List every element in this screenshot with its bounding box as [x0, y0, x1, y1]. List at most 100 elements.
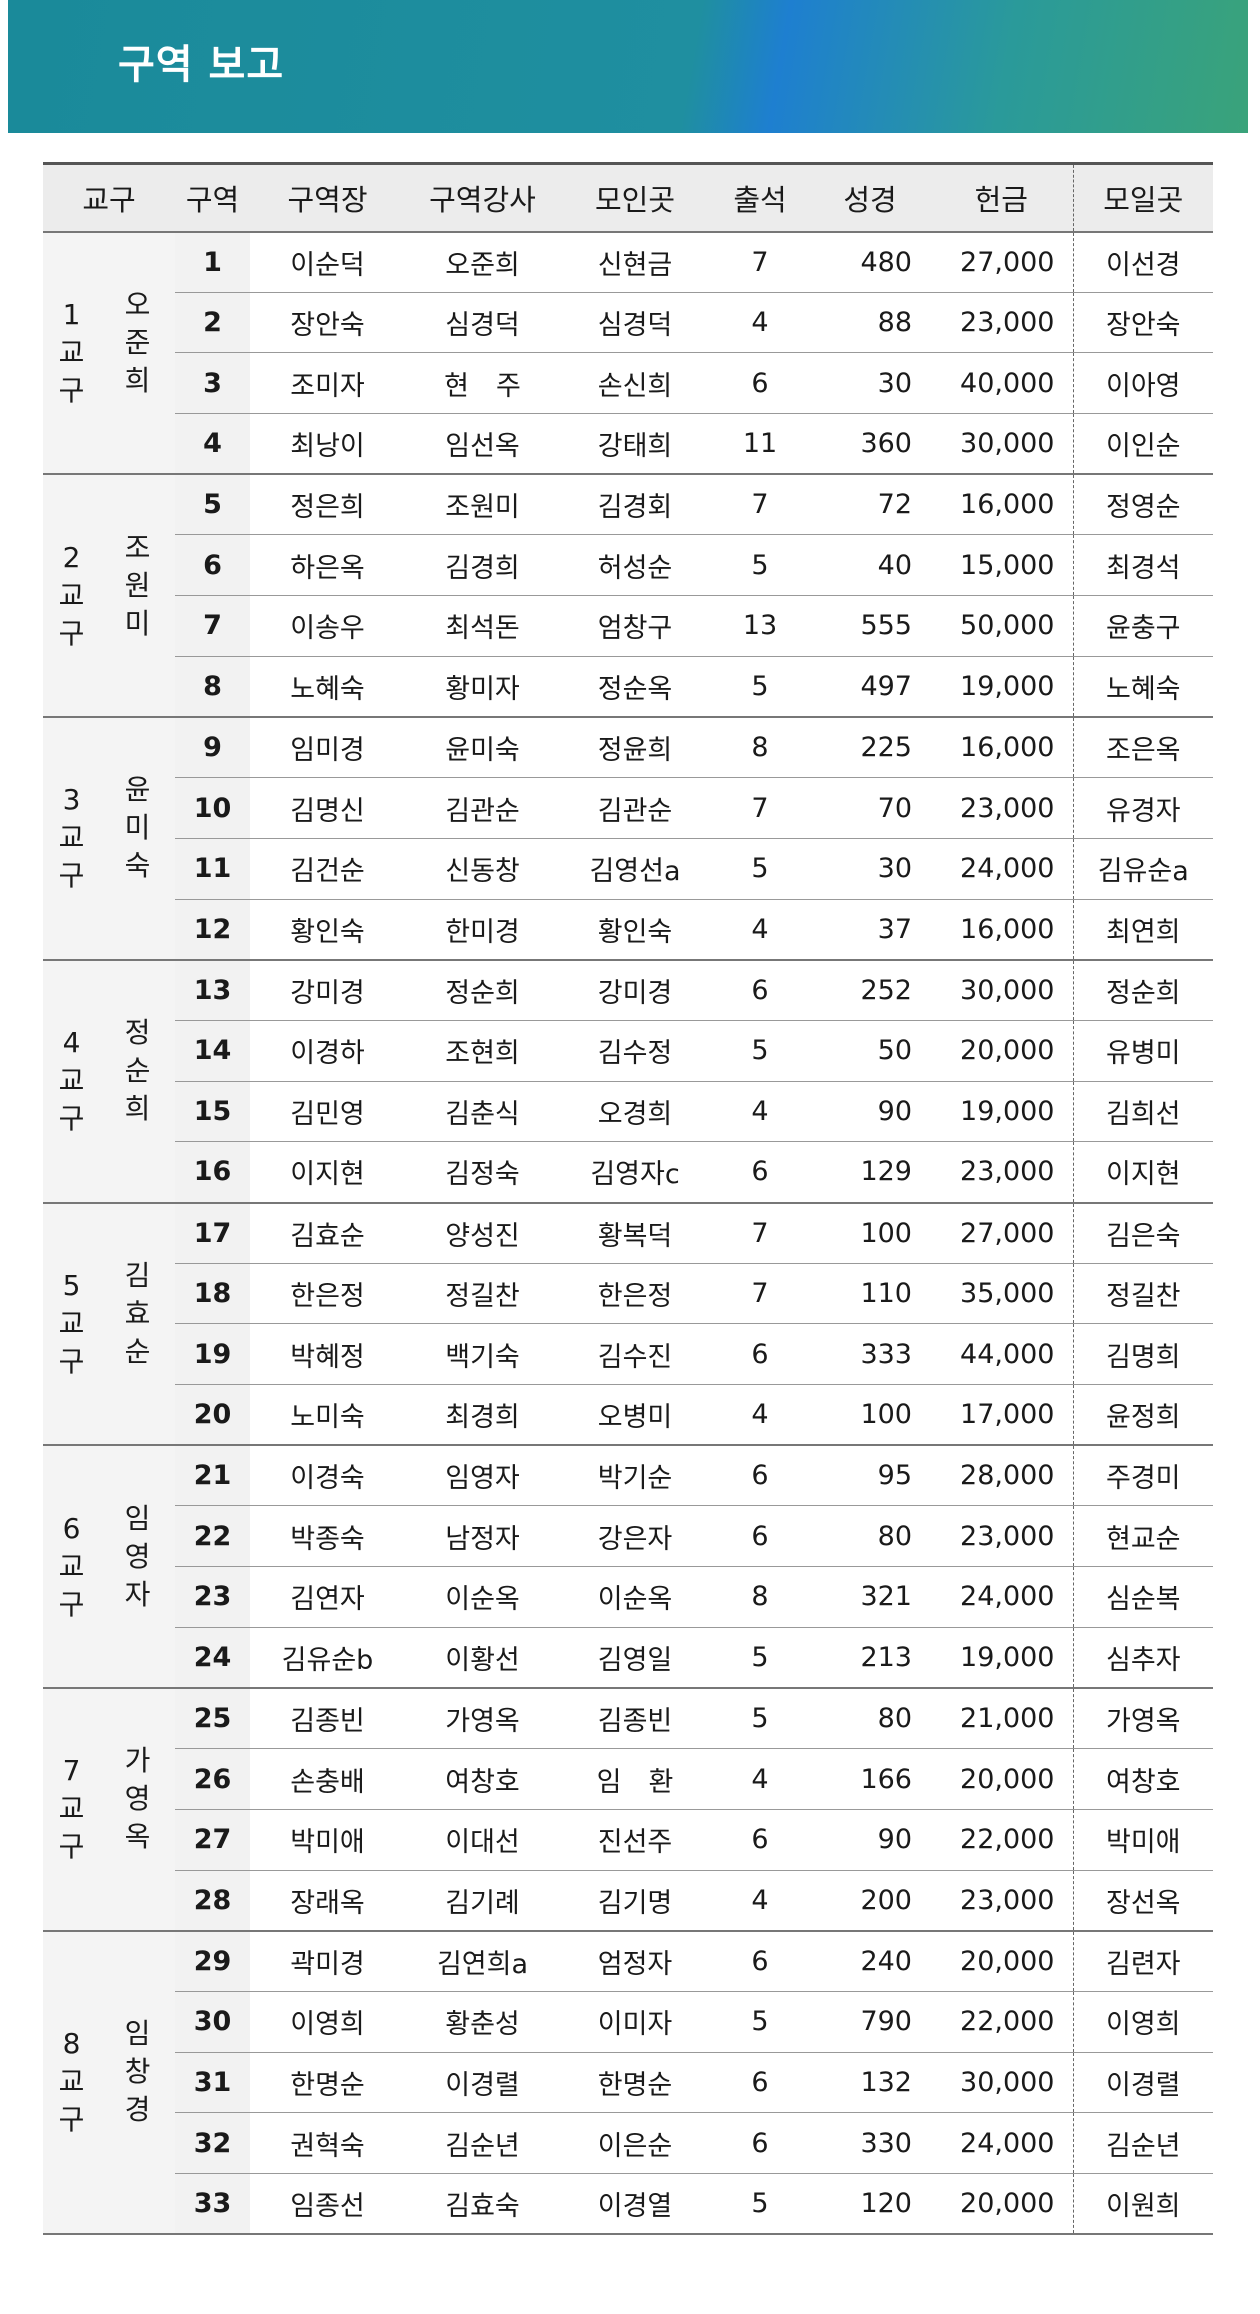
- offering: 24,000: [930, 2112, 1073, 2174]
- header-parish: 교구: [43, 162, 175, 233]
- bible-count: 790: [810, 1991, 930, 2053]
- offering: 17,000: [930, 1384, 1073, 1447]
- district-leader: 이지현: [250, 1141, 405, 1204]
- district-leader: 김건순: [250, 838, 405, 900]
- offering: 20,000: [930, 1748, 1073, 1810]
- page-title: 구역 보고: [118, 42, 285, 88]
- next-meeting-place: 최연희: [1072, 899, 1213, 961]
- district-teacher: 김춘식: [405, 1081, 560, 1143]
- offering: 19,000: [930, 1081, 1073, 1143]
- table-row: 23 김연자 이순옥 이순옥 8 321 24,000 심순복: [43, 1566, 1213, 1628]
- table-row: 6 하은옥 김경희 허성순 5 40 15,000 최경석: [43, 534, 1213, 597]
- meeting-place: 엄정자: [560, 1930, 710, 1992]
- bible-count: 132: [810, 2052, 930, 2114]
- district-number: 20: [175, 1384, 250, 1447]
- district-number: 29: [175, 1930, 250, 1992]
- district-leader: 박혜정: [250, 1323, 405, 1386]
- district-number: 14: [175, 1020, 250, 1082]
- bible-count: 100: [810, 1202, 930, 1264]
- attendance: 7: [710, 1202, 810, 1264]
- bible-count: 30: [810, 352, 930, 415]
- district-number: 17: [175, 1202, 250, 1264]
- attendance: 4: [710, 1748, 810, 1810]
- table-row: 16 이지현 김정숙 김영자c 6 129 23,000 이지현: [43, 1141, 1213, 1204]
- district-leader: 이영희: [250, 1991, 405, 2053]
- table-row: 4 최낭이 임선옥 강태희 11 360 30,000 이인순: [43, 413, 1213, 476]
- offering: 22,000: [930, 1809, 1073, 1871]
- offering: 50,000: [930, 595, 1073, 657]
- district-number: 24: [175, 1627, 250, 1689]
- header-teacher: 구역강사: [405, 162, 560, 233]
- next-meeting-place: 장선옥: [1072, 1870, 1213, 1932]
- district-number: 32: [175, 2112, 250, 2174]
- attendance: 7: [710, 474, 810, 536]
- district-number: 15: [175, 1081, 250, 1143]
- offering: 27,000: [930, 1202, 1073, 1264]
- meeting-place: 오경희: [560, 1081, 710, 1143]
- district-teacher: 임선옥: [405, 413, 560, 476]
- meeting-place: 진선주: [560, 1809, 710, 1871]
- bible-count: 80: [810, 1505, 930, 1568]
- offering: 16,000: [930, 899, 1073, 961]
- district-leader: 박종숙: [250, 1505, 405, 1568]
- district-leader: 임종선: [250, 2173, 405, 2236]
- table-row: 7 이송우 최석돈 엄창구 13 555 50,000 윤충구: [43, 595, 1213, 657]
- next-meeting-place: 정영순: [1072, 474, 1213, 536]
- district-leader: 이경숙: [250, 1445, 405, 1507]
- next-meeting-place: 이아영: [1072, 352, 1213, 415]
- offering: 20,000: [930, 2173, 1073, 2236]
- district-leader: 정은희: [250, 474, 405, 536]
- attendance: 11: [710, 413, 810, 476]
- table-row: 6 교 구 임 영 자 21 이경숙 임영자 박기순 6 95 28,000 주경미: [43, 1445, 1213, 1689]
- next-meeting-place: 김련자: [1072, 1930, 1213, 1992]
- district-teacher: 최경희: [405, 1384, 560, 1447]
- district-teacher: 신동창: [405, 838, 560, 900]
- meeting-place: 김영자c: [560, 1141, 710, 1204]
- district-teacher: 조원미: [405, 474, 560, 536]
- district-number: 28: [175, 1870, 250, 1932]
- next-meeting-place: 유병미: [1072, 1020, 1213, 1082]
- district-teacher: 최석돈: [405, 595, 560, 657]
- offering: 20,000: [930, 1930, 1073, 1992]
- offering: 30,000: [930, 959, 1073, 1021]
- attendance: 5: [710, 1627, 810, 1689]
- header-leader: 구역장: [250, 162, 405, 233]
- meeting-place: 강미경: [560, 959, 710, 1021]
- meeting-place: 임 환: [560, 1748, 710, 1810]
- district-number: 2: [175, 292, 250, 354]
- table-row: 11 김건순 신동창 김영선a 5 30 24,000 김유순a: [43, 838, 1213, 900]
- district-leader: 이경하: [250, 1020, 405, 1082]
- district-leader: 이순덕: [250, 231, 405, 293]
- district-leader: 한명순: [250, 2052, 405, 2114]
- meeting-place: 김종빈: [560, 1688, 710, 1750]
- next-meeting-place: 이영희: [1072, 1991, 1213, 2053]
- district-number: 1: [175, 231, 250, 293]
- bible-count: 360: [810, 413, 930, 476]
- meeting-place: 이미자: [560, 1991, 710, 2053]
- next-meeting-place: 이인순: [1072, 413, 1213, 476]
- meeting-place: 김영일: [560, 1627, 710, 1689]
- bible-count: 90: [810, 1081, 930, 1143]
- offering: 24,000: [930, 1566, 1073, 1628]
- district-leader: 강미경: [250, 959, 405, 1021]
- district-number: 25: [175, 1688, 250, 1750]
- district-number: 3: [175, 352, 250, 415]
- district-number: 4: [175, 413, 250, 476]
- district-leader: 이송우: [250, 595, 405, 657]
- bible-count: 88: [810, 292, 930, 354]
- next-meeting-place: 장안숙: [1072, 292, 1213, 354]
- bible-count: 333: [810, 1323, 930, 1386]
- offering: 23,000: [930, 777, 1073, 839]
- district-teacher: 김정숙: [405, 1141, 560, 1204]
- attendance: 6: [710, 1930, 810, 1992]
- offering: 21,000: [930, 1688, 1073, 1750]
- district-teacher: 정길찬: [405, 1263, 560, 1325]
- meeting-place: 김경회: [560, 474, 710, 536]
- table-row: 4 교 구 정 순 희 13 강미경 정순희 강미경 6 252 30,000 정순희: [43, 959, 1213, 1204]
